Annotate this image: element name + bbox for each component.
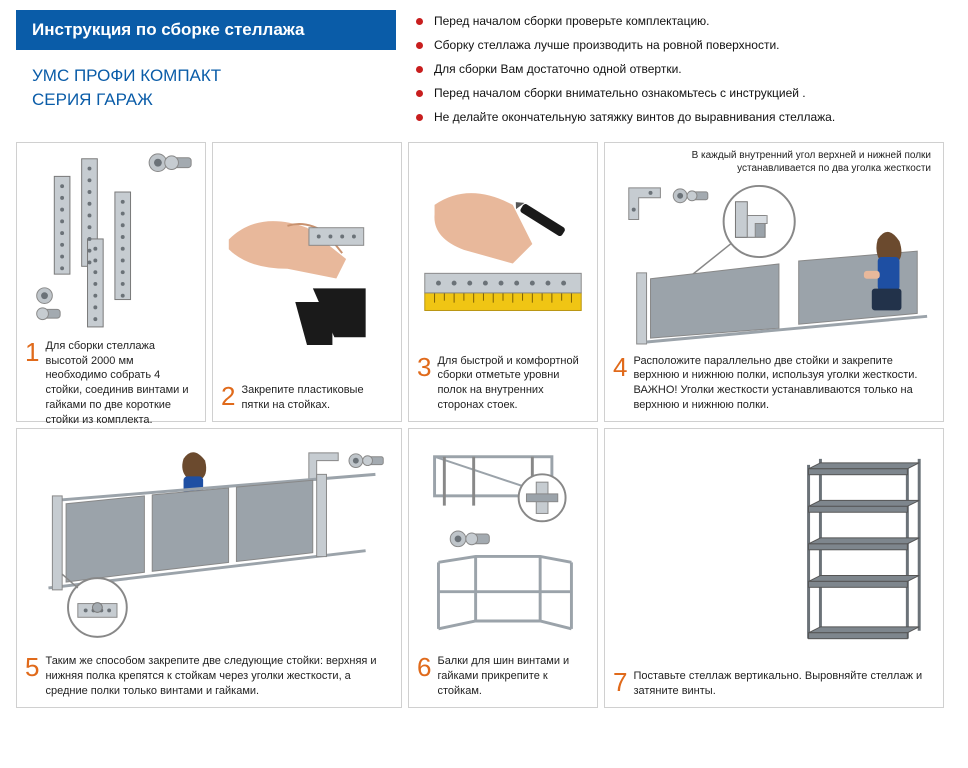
step-4: В каждый внутренний угол верхней и нижне… [604, 142, 944, 422]
step-7: 7 Поставьте стеллаж вертикально. Выровня… [604, 428, 944, 708]
step-text: Таким же способом закрепите две следующи… [45, 654, 393, 699]
page-title: Инструкция по сборке стеллажа [16, 10, 396, 50]
subtitle: УМС ПРОФИ КОМПАКТ СЕРИЯ ГАРАЖ [16, 64, 396, 112]
step-number: 6 [417, 654, 431, 680]
subtitle-line: СЕРИЯ ГАРАЖ [32, 88, 396, 112]
step-1-illustration [23, 149, 199, 335]
tip-item: Перед началом сборки проверьте комплекта… [416, 14, 952, 28]
steps-grid: 1 Для сборки стеллажа высотой 2000 мм не… [16, 142, 952, 708]
step-number: 3 [417, 354, 431, 380]
step-6-illustration [415, 435, 591, 650]
step-2-illustration [219, 149, 395, 379]
step-number: 1 [25, 339, 39, 365]
step-4-illustration [611, 179, 937, 350]
step-text: Для сборки стеллажа высотой 2000 мм необ… [45, 339, 197, 428]
tip-item: Не делайте окончательную затяжку винтов … [416, 110, 952, 124]
tips-list: Перед началом сборки проверьте комплекта… [416, 10, 952, 134]
step-4-note: В каждый внутренний угол верхней и нижне… [611, 149, 937, 179]
step-7-illustration [611, 435, 937, 665]
step-5: 5 Таким же способом закрепите две следую… [16, 428, 402, 708]
step-number: 2 [221, 383, 235, 409]
tip-item: Сборку стеллажа лучше производить на ров… [416, 38, 952, 52]
step-text: Балки для шин винтами и гайками прикрепи… [437, 654, 589, 699]
tip-item: Для сборки Вам достаточно одной отвертки… [416, 62, 952, 76]
step-number: 4 [613, 354, 627, 380]
step-number: 7 [613, 669, 627, 695]
step-text: Закрепите пластиковые пятки на стойках. [241, 383, 393, 413]
step-1: 1 Для сборки стеллажа высотой 2000 мм не… [16, 142, 206, 422]
step-number: 5 [25, 654, 39, 680]
step-3-illustration [415, 149, 591, 350]
step-5-illustration [23, 435, 395, 650]
title-block: Инструкция по сборке стеллажа УМС ПРОФИ … [16, 10, 396, 134]
step-text: Расположите параллельно две стойки и зак… [633, 354, 935, 413]
step-6: 6 Балки для шин винтами и гайками прикре… [408, 428, 598, 708]
step-3: 3 Для быстрой и комфортной сборки отметь… [408, 142, 598, 422]
subtitle-line: УМС ПРОФИ КОМПАКТ [32, 64, 396, 88]
tip-item: Перед началом сборки внимательно ознаком… [416, 86, 952, 100]
step-text: Для быстрой и комфортной сборки отметьте… [437, 354, 589, 413]
step-text: Поставьте стеллаж вертикально. Выровняйт… [633, 669, 935, 699]
step-2: 2 Закрепите пластиковые пятки на стойках… [212, 142, 402, 422]
